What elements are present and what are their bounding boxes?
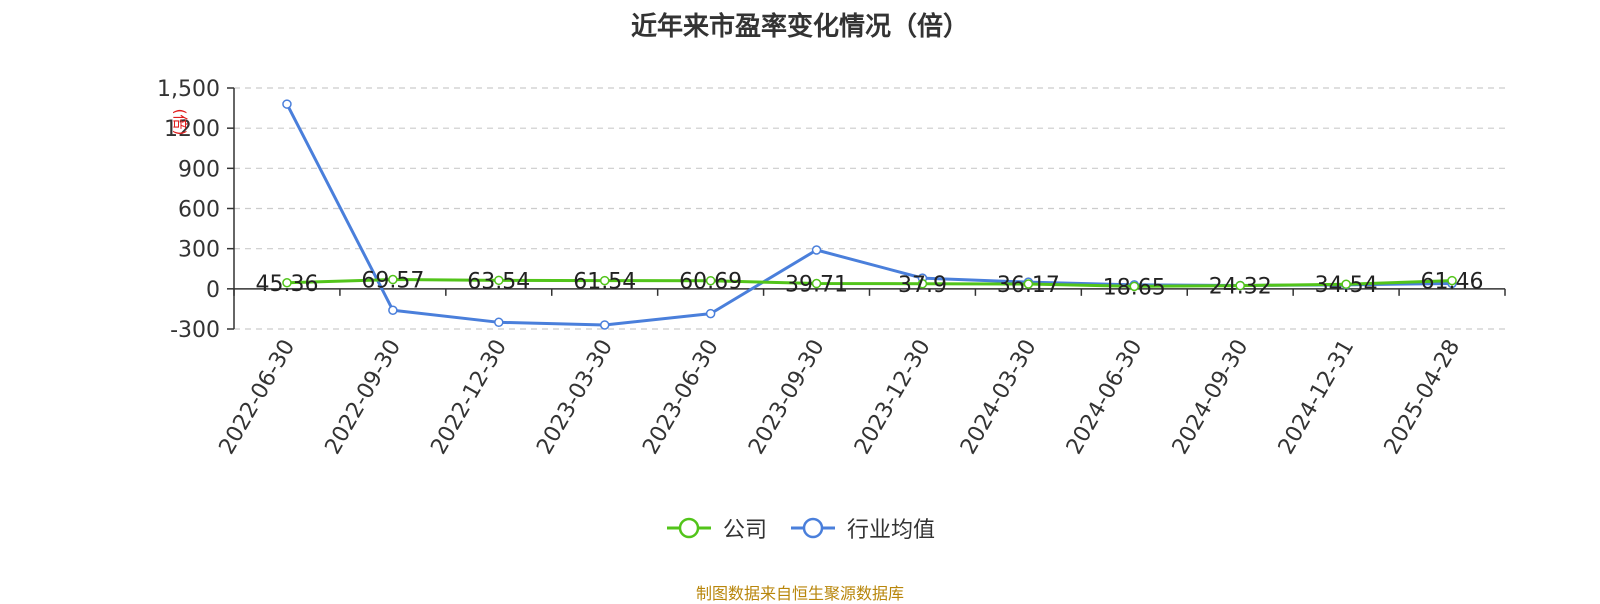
data-label: 18.65 bbox=[1103, 275, 1166, 300]
x-tick-label: 2022-12-30 bbox=[426, 335, 512, 458]
grid-lines bbox=[234, 87, 1505, 330]
x-tick-label: 2024-12-31 bbox=[1274, 336, 1360, 459]
data-label: 24.32 bbox=[1209, 275, 1272, 300]
data-label: 45.36 bbox=[255, 272, 318, 297]
data-point-1-1 bbox=[388, 305, 398, 316]
data-point-0-0 bbox=[282, 278, 292, 288]
legend-swatch-industry-icon bbox=[791, 517, 835, 539]
data-point-0-1 bbox=[388, 274, 398, 285]
data-point-0-7 bbox=[1023, 279, 1034, 289]
series-line-0 bbox=[286, 278, 1453, 288]
legend-item-company[interactable]: 公司 bbox=[665, 512, 767, 544]
y-tick-label: 0 bbox=[206, 278, 220, 303]
data-point-0-2 bbox=[494, 275, 504, 286]
y-tick-label: 1,500 bbox=[157, 77, 220, 102]
x-tick-label: 2022-06-30 bbox=[215, 336, 301, 459]
data-point-1-2 bbox=[494, 317, 504, 328]
x-tick-label: 2023-06-30 bbox=[638, 336, 724, 459]
data-label: 34.54 bbox=[1315, 273, 1378, 298]
x-tick-label: 2024-06-30 bbox=[1062, 336, 1148, 459]
legend-label-industry-average: 行业均值 bbox=[847, 518, 936, 543]
source-note: 制图数据来自恒生聚源数据库 bbox=[695, 584, 904, 603]
data-point-0-8 bbox=[1129, 281, 1140, 292]
x-tick-label: 2023-12-30 bbox=[850, 335, 936, 458]
data-label: 61.54 bbox=[573, 270, 636, 295]
data-point-0-6 bbox=[917, 279, 928, 289]
data-label: 60.69 bbox=[679, 270, 742, 295]
data-label: 63.54 bbox=[467, 269, 530, 294]
x-tick-label: 2022-09-30 bbox=[320, 336, 406, 459]
data-point-0-4 bbox=[705, 275, 716, 286]
data-labels: 45.36 69.57 63.54 61.54 60.69 39.71 37.9 36.17 1… bbox=[255, 269, 1483, 301]
data-point-0-11 bbox=[1447, 275, 1457, 286]
y-tick-label: 900 bbox=[178, 157, 220, 182]
data-point-0-9 bbox=[1235, 280, 1245, 291]
data-label: 36.17 bbox=[997, 273, 1060, 298]
legend: 公司 行业均值 bbox=[0, 513, 1600, 543]
y-tick-label: 300 bbox=[178, 238, 220, 263]
data-point-1-3 bbox=[599, 320, 610, 330]
x-tick-label: 2023-09-30 bbox=[744, 336, 830, 459]
chart-title: 近年来市盈率变化情况（倍） bbox=[630, 12, 969, 42]
x-tick-label: 2023-03-30 bbox=[532, 336, 618, 459]
data-label: 37.9 bbox=[898, 273, 947, 298]
data-label: 61.46 bbox=[1421, 270, 1484, 295]
data-point-1-4 bbox=[705, 308, 716, 319]
x-tick-label: 2025-04-28 bbox=[1380, 336, 1466, 459]
data-label: 39.71 bbox=[785, 273, 848, 298]
data-point-0-10 bbox=[1341, 279, 1351, 289]
data-point-1-5 bbox=[811, 245, 822, 255]
x-tick-label: 2024-09-30 bbox=[1168, 336, 1254, 459]
data-point-0-3 bbox=[599, 275, 610, 286]
legend-label-company: 公司 bbox=[722, 518, 767, 543]
legend-item-industry-average[interactable]: 行业均值 bbox=[789, 512, 935, 544]
x-tick-label: 2024-03-30 bbox=[956, 336, 1042, 459]
y-axis-unit-label: (倍) bbox=[171, 109, 189, 136]
y-tick-label: -300 bbox=[170, 318, 220, 343]
y-tick-label: 1200 bbox=[164, 117, 220, 142]
legend-swatch-company-icon bbox=[666, 517, 711, 539]
data-point-0-5 bbox=[811, 278, 822, 289]
data-point-1-0 bbox=[282, 99, 292, 109]
series-lines bbox=[282, 99, 1457, 330]
y-tick-label: 600 bbox=[178, 198, 220, 223]
data-label: 69.57 bbox=[361, 269, 424, 294]
